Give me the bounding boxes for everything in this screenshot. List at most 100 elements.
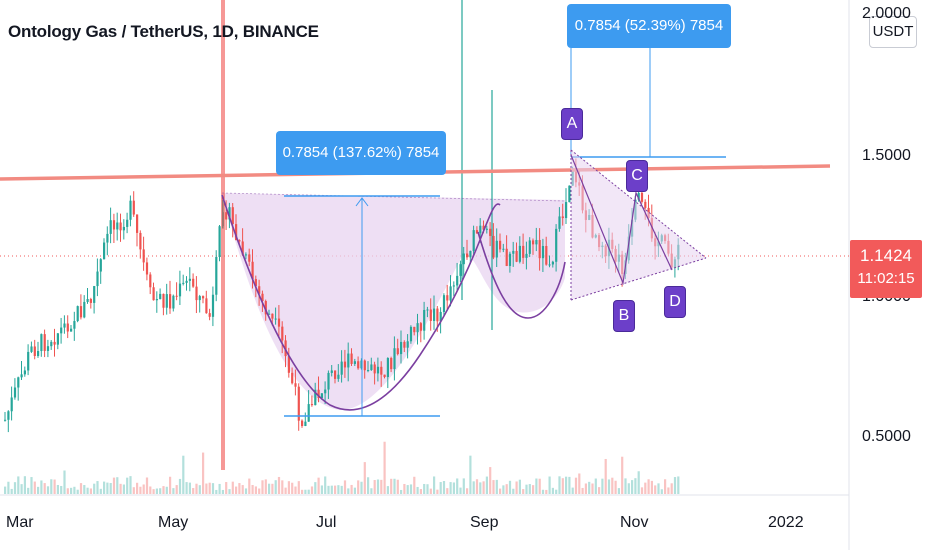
volume-bar bbox=[396, 479, 399, 494]
volume-bar bbox=[561, 478, 564, 494]
volume-bar bbox=[634, 478, 637, 494]
volume-bar bbox=[304, 489, 307, 494]
candle-body bbox=[482, 225, 485, 230]
volume-bar bbox=[400, 489, 403, 494]
candle-body bbox=[287, 356, 290, 373]
point-label-c[interactable]: C bbox=[626, 160, 648, 192]
volume-bar bbox=[456, 478, 459, 494]
volume-bar bbox=[10, 488, 13, 494]
volume-bar bbox=[73, 486, 76, 494]
volume-bar bbox=[268, 483, 271, 494]
candle-body bbox=[10, 397, 13, 412]
volume-bar bbox=[505, 484, 508, 494]
candle-body bbox=[258, 286, 261, 294]
volume-bar bbox=[317, 477, 320, 494]
candle-body bbox=[56, 333, 59, 345]
candle-body bbox=[367, 370, 370, 372]
currency-button[interactable]: USDT bbox=[869, 16, 917, 48]
candle-body bbox=[23, 370, 26, 375]
cup-measure-label[interactable]: 0.7854 (137.62%) 7854 bbox=[276, 131, 446, 175]
chart-title: Ontology Gas / TetherUS, 1D, BINANCE bbox=[8, 22, 319, 41]
volume-bar bbox=[347, 488, 350, 494]
candle-body bbox=[142, 249, 145, 263]
point-label-a[interactable]: A bbox=[561, 108, 583, 140]
candle-body bbox=[4, 419, 7, 421]
volume-bar bbox=[607, 479, 611, 494]
candle-body bbox=[165, 294, 168, 308]
triangle-measure-label[interactable]: 0.7854 (52.39%) 7854 bbox=[567, 4, 731, 48]
volume-bar bbox=[297, 481, 300, 494]
candle-body bbox=[637, 192, 640, 200]
point-label-b[interactable]: B bbox=[613, 300, 635, 332]
volume-bar bbox=[13, 482, 17, 494]
volume-bar bbox=[284, 487, 287, 494]
volume-bar bbox=[109, 483, 112, 494]
candle-body bbox=[83, 301, 86, 318]
candle-body bbox=[195, 286, 198, 301]
volume-bar bbox=[363, 462, 366, 494]
volume-bar bbox=[70, 487, 73, 494]
volume-bar bbox=[601, 478, 604, 494]
volume-bar bbox=[654, 485, 657, 494]
candle-body bbox=[334, 370, 337, 379]
volume-bar bbox=[182, 455, 185, 494]
volume-bar bbox=[192, 488, 195, 494]
candle-body bbox=[175, 295, 178, 297]
candle-body bbox=[446, 295, 449, 301]
candle-body bbox=[132, 200, 135, 215]
volume-bar bbox=[383, 441, 386, 494]
candle-body bbox=[413, 326, 416, 333]
candle-body bbox=[208, 313, 211, 317]
candle-body bbox=[390, 358, 393, 370]
volume-bar bbox=[492, 480, 495, 494]
volume-bar bbox=[314, 482, 317, 494]
volume-bar bbox=[604, 458, 607, 494]
candle-body bbox=[264, 301, 267, 315]
candle-body bbox=[396, 348, 399, 355]
candle-body bbox=[248, 254, 251, 262]
candle-body bbox=[96, 271, 99, 287]
candle-body bbox=[310, 404, 314, 406]
volume-bar bbox=[310, 486, 314, 494]
candle-body bbox=[538, 240, 541, 259]
candle-body bbox=[317, 389, 320, 399]
candle-body bbox=[373, 364, 376, 374]
candle-body bbox=[525, 253, 528, 258]
candle-body bbox=[225, 212, 228, 220]
candle-body bbox=[495, 240, 498, 258]
candle-body bbox=[76, 306, 79, 322]
candle-body bbox=[522, 245, 525, 258]
candle-body bbox=[568, 185, 571, 203]
candle-body bbox=[439, 311, 442, 322]
candle-body bbox=[241, 241, 244, 255]
volume-bar bbox=[89, 488, 92, 494]
candle-body bbox=[192, 278, 195, 287]
candle-body bbox=[433, 308, 436, 321]
x-tick-label: 2022 bbox=[768, 514, 804, 531]
point-label-d[interactable]: D bbox=[664, 286, 686, 318]
candle-body bbox=[46, 346, 50, 351]
candle-body bbox=[60, 327, 63, 334]
volume-bar bbox=[139, 486, 142, 494]
volume-bar bbox=[145, 477, 149, 494]
candle-body bbox=[400, 341, 403, 355]
volume-bar bbox=[538, 478, 541, 494]
candle-body bbox=[489, 228, 492, 236]
volume-bar bbox=[532, 485, 535, 494]
volume-bar bbox=[205, 483, 208, 494]
volume-bar bbox=[327, 485, 330, 494]
candle-body bbox=[79, 306, 83, 318]
bar-countdown: 11:02:15 bbox=[857, 270, 915, 287]
candle-body bbox=[40, 334, 43, 352]
volume-bar bbox=[660, 489, 663, 494]
volume-bar bbox=[106, 482, 109, 494]
handle-curve[interactable] bbox=[477, 231, 566, 319]
volume-bar bbox=[129, 476, 132, 494]
candle-body bbox=[429, 309, 432, 321]
volume-bar bbox=[231, 481, 234, 494]
candle-body bbox=[518, 245, 521, 262]
volume-bar bbox=[238, 483, 241, 494]
candle-body bbox=[136, 214, 139, 233]
candle-body bbox=[515, 250, 518, 262]
